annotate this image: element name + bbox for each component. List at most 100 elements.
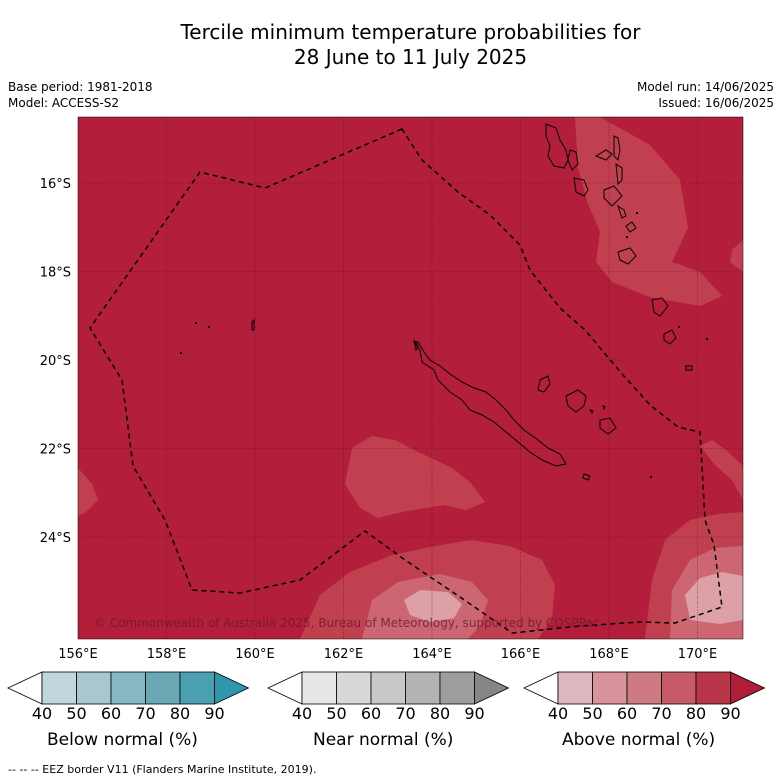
lon-tick-labels: 156°E 158°E 160°E 162°E 164°E 166°E 168°… — [58, 647, 717, 662]
colorbar-tick: 70 — [135, 704, 155, 723]
ambae-island — [594, 149, 613, 161]
region-west-edge — [78, 468, 98, 516]
meta-left: Base period: 1981-2018 Model: ACCESS-S2 — [8, 79, 153, 111]
colorbar-label-near: Near normal (%) — [313, 730, 454, 750]
region-east-edge — [730, 240, 743, 272]
colorbar-segment — [179, 671, 215, 705]
lon-tick: 156°E — [58, 647, 98, 662]
colorbar-tick: 70 — [395, 704, 415, 723]
colorbar-tick: 80 — [686, 704, 706, 723]
colorbar-segment — [145, 671, 181, 705]
colorbar-tick: 90 — [720, 704, 740, 723]
colorbar-tick: 60 — [361, 704, 381, 723]
loyalty-islets — [588, 405, 606, 414]
map-title: Tercile minimum temperature probabilitie… — [0, 20, 781, 70]
colorbar-segment — [557, 671, 593, 705]
eez-legend-note: -- -- -- EEZ border V11 (Flanders Marine… — [8, 763, 317, 776]
colorbar-segment — [76, 671, 112, 705]
eez-border — [89, 128, 723, 634]
colorbar-tick: 50 — [582, 704, 602, 723]
malekula-north — [567, 149, 579, 171]
colorbar-above-normal: 40 50 60 70 80 90 — [523, 671, 766, 723]
lon-tick: 164°E — [412, 647, 452, 662]
colorbar-extend-low — [267, 671, 303, 705]
small-islet-1 — [195, 322, 197, 324]
tanna-island — [663, 329, 677, 345]
colorbar-tick: 80 — [170, 704, 190, 723]
mare-island — [599, 417, 617, 435]
graticule — [78, 117, 743, 639]
region-ne — [575, 117, 722, 306]
chesterfield-islets — [251, 318, 255, 331]
map-area: © Commonwealth of Australia 2025, Bureau… — [78, 117, 743, 639]
lon-tick: 170°E — [678, 647, 718, 662]
lat-tick: 22°S — [40, 443, 71, 458]
colorbar-tick: 80 — [430, 704, 450, 723]
colorbar-segment — [592, 671, 628, 705]
aneityum-island — [685, 365, 693, 371]
colorbar-tick: 40 — [32, 704, 52, 723]
lon-tick: 158°E — [147, 647, 187, 662]
belep-islets — [413, 339, 419, 352]
meta-right: Model run: 14/06/2025 Issued: 16/06/2025 — [637, 79, 774, 111]
lat-tick-labels: 16°S 18°S 20°S 22°S 24°S — [40, 177, 71, 546]
colorbar-segment — [626, 671, 662, 705]
colorbar-segment — [110, 671, 146, 705]
colorbar-extend-high — [214, 671, 250, 705]
lon-tick: 160°E — [235, 647, 275, 662]
region-south-lightest — [404, 590, 462, 622]
model-run: Model run: 14/06/2025 — [636, 80, 774, 94]
model-name: Model: ACCESS-S2 — [8, 96, 120, 110]
colorbar-below-normal: 40 50 60 70 80 90 — [7, 671, 250, 723]
colorbar-tick: 40 — [548, 704, 568, 723]
small-islet-2 — [180, 352, 182, 354]
erromango-island — [651, 297, 669, 317]
shepherd-islands — [625, 221, 637, 233]
colorbar-tick: 60 — [617, 704, 637, 723]
colorbar-segment — [439, 671, 475, 705]
colorbar-segment — [661, 671, 697, 705]
lat-tick: 18°S — [40, 266, 71, 281]
colorbar-tick: 40 — [292, 704, 312, 723]
map-frame — [77, 116, 744, 640]
malekula-island — [573, 177, 589, 197]
colorbar-segment — [301, 671, 337, 705]
ouvea-island — [537, 375, 551, 393]
new-caledonia-island — [413, 341, 567, 467]
colorbar-tick: 90 — [204, 704, 224, 723]
lat-tick: 16°S — [40, 177, 71, 192]
colorbar-tick: 60 — [101, 704, 121, 723]
colorbar-extend-low — [7, 671, 43, 705]
base-period: Base period: 1981-2018 — [8, 80, 153, 94]
colorbar-segment — [41, 671, 77, 705]
lat-tick: 24°S — [40, 531, 71, 546]
isle-of-pines — [582, 473, 591, 481]
ambrym-island — [603, 185, 623, 207]
colorbar-tick: 90 — [464, 704, 484, 723]
region-east-lower — [700, 440, 743, 500]
region-se-lightest — [685, 572, 743, 624]
colorbar-tick: 50 — [66, 704, 86, 723]
copyright-note: © Commonwealth of Australia 2025, Bureau… — [94, 616, 599, 630]
colorbar-segment — [695, 671, 731, 705]
colorbar-segment — [405, 671, 441, 705]
region-center-south — [345, 436, 485, 518]
colorbar-near-normal: 40 50 60 70 80 90 — [267, 671, 510, 723]
colorbar-tick: 70 — [651, 704, 671, 723]
colorbar-tick: 50 — [326, 704, 346, 723]
lon-tick: 162°E — [324, 647, 364, 662]
title-line-2: 28 June to 11 July 2025 — [293, 45, 528, 69]
pentecost-island — [615, 162, 623, 186]
colorbar-label-above: Above normal (%) — [562, 730, 716, 750]
colorbar-label-below: Below normal (%) — [47, 730, 198, 750]
colorbar-extend-high — [474, 671, 510, 705]
issued-date: Issued: 16/06/2025 — [658, 96, 774, 110]
lon-tick: 166°E — [501, 647, 541, 662]
efate-island — [617, 247, 637, 265]
colorbar-segment — [370, 671, 406, 705]
title-line-1: Tercile minimum temperature probabilitie… — [180, 20, 641, 44]
colorbar-extend-high — [730, 671, 766, 705]
lat-tick: 20°S — [40, 354, 71, 369]
lon-tick: 168°E — [589, 647, 629, 662]
espiritu-santo — [545, 123, 569, 169]
